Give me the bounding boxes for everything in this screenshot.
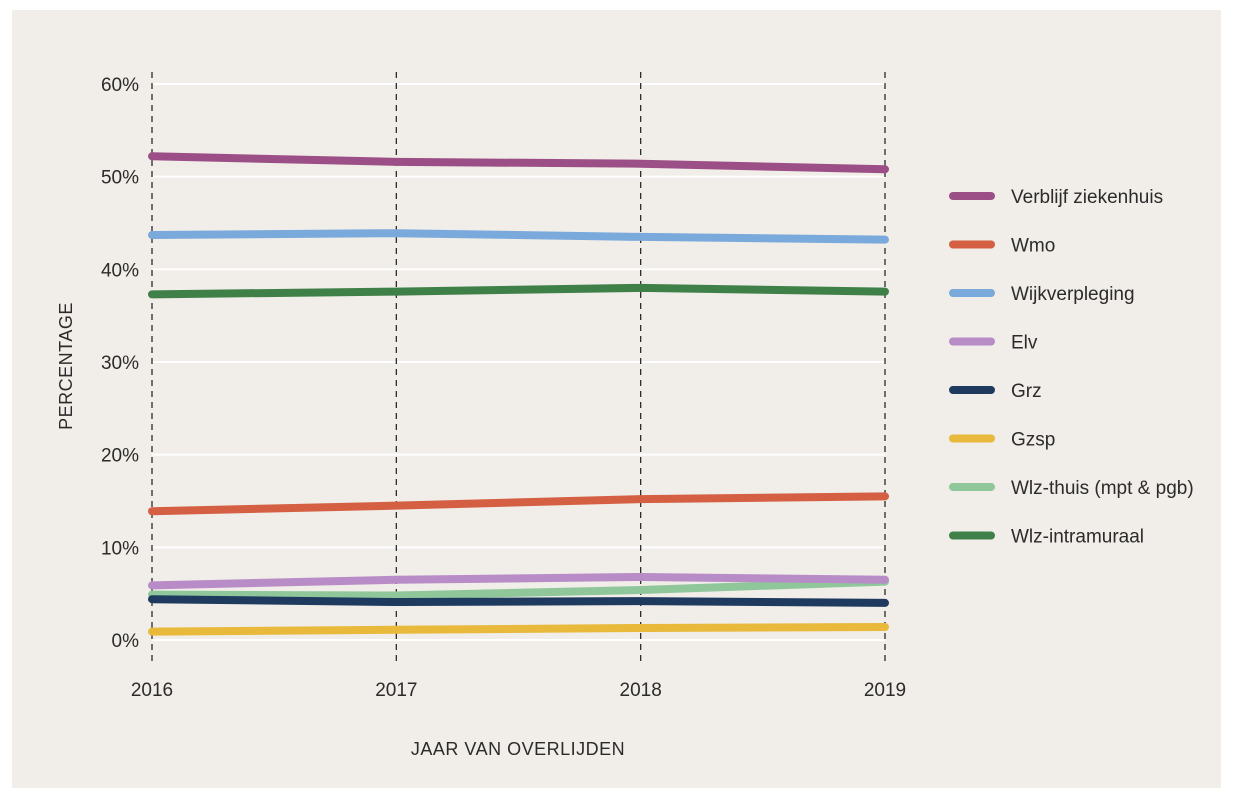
legend-label: Wlz-thuis (mpt & pgb) [1011,478,1194,499]
y-tick-label: 10% [101,538,139,559]
chart-panel [12,10,1221,788]
series-line-wijkverpleging [148,229,889,244]
series-line-wlz-thuis-mpt-pgb- [148,577,889,600]
x-tick-label: 2016 [131,680,173,701]
legend-label: Gzsp [1011,430,1055,451]
horizontal-gridlines [152,83,885,641]
legend-label: Elv [1011,333,1038,354]
x-axis-title: JAAR VAN OVERLIJDEN [411,739,625,759]
series-line-grz [148,595,889,607]
x-axis-ticks: 2016 2017 2018 2019 [131,680,906,701]
legend: Verblijf ziekenhuis Wmo Wijkverpleging Elv G… [949,187,1194,548]
series-lines [148,152,889,636]
series-line-verblijf-ziekenhuis [148,152,889,174]
y-tick-label: 0% [112,631,140,652]
y-axis-ticks: 0% 10% 20% 30% 40% 50% 60% [101,75,139,652]
x-tick-label: 2018 [620,680,662,701]
series-line-wmo [148,492,889,516]
y-tick-label: 50% [101,168,139,189]
x-tick-label: 2019 [864,680,906,701]
y-tick-label: 30% [101,353,139,374]
y-tick-label: 20% [101,446,139,467]
legend-label: Wmo [1011,236,1055,257]
legend-label: Grz [1011,381,1042,402]
series-line-elv [148,572,889,590]
legend-label: Wlz-intramuraal [1011,527,1144,548]
series-line-wlz-intramuraal [148,283,889,299]
legend-label: Wijkverpleging [1011,284,1135,305]
y-axis-title: PERCENTAGE [56,302,76,430]
legend-label: Verblijf ziekenhuis [1011,187,1163,208]
y-tick-label: 60% [101,75,139,96]
x-tick-label: 2017 [375,680,417,701]
y-tick-label: 40% [101,260,139,281]
series-line-gzsp [148,623,889,636]
